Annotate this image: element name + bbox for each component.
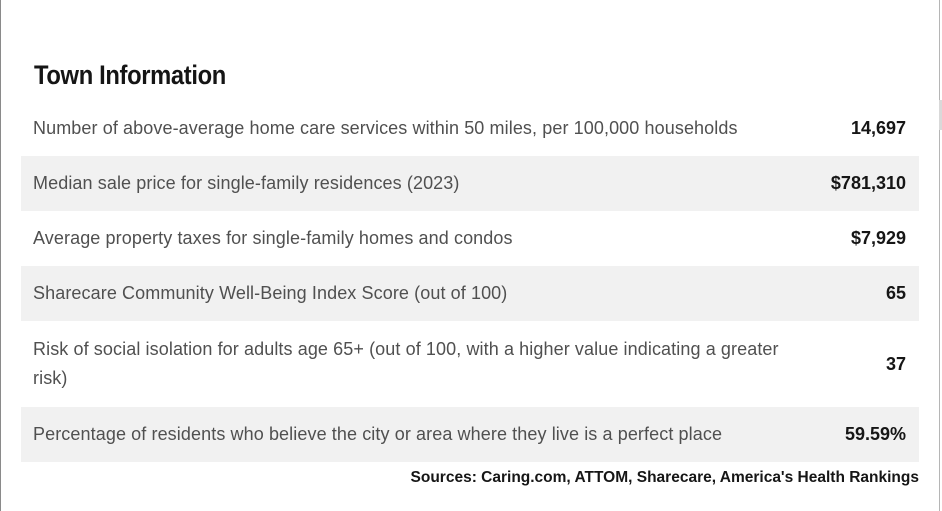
row-value: 59.59% [844, 424, 906, 444]
row-label: Risk of social isolation for adults age … [33, 339, 779, 388]
sources-caption: Sources: Caring.com, ATTOM, Sharecare, A… [410, 469, 919, 486]
row-label: Average property taxes for single-family… [33, 228, 513, 248]
table-row: Number of above-average home care servic… [21, 101, 919, 156]
row-label: Number of above-average home care servic… [33, 118, 738, 138]
table-row: Sharecare Community Well-Being Index Sco… [21, 266, 919, 321]
row-value: $781,310 [830, 173, 906, 193]
row-value: 65 [885, 283, 906, 303]
table-row: Risk of social isolation for adults age … [21, 321, 919, 407]
scrollbar-notch[interactable] [939, 100, 942, 130]
table-row: Median sale price for single-family resi… [21, 156, 919, 211]
row-value: $7,929 [850, 228, 906, 248]
row-label: Median sale price for single-family resi… [33, 173, 460, 193]
table-row: Average property taxes for single-family… [21, 211, 919, 266]
row-value: 37 [885, 353, 906, 374]
table-row: Percentage of residents who believe the … [21, 407, 919, 462]
row-label: Percentage of residents who believe the … [33, 424, 723, 444]
row-label: Sharecare Community Well-Being Index Sco… [33, 283, 508, 303]
town-info-table: Number of above-average home care servic… [21, 101, 919, 462]
section-title: Town Information [34, 60, 226, 91]
row-value: 14,697 [850, 118, 906, 138]
